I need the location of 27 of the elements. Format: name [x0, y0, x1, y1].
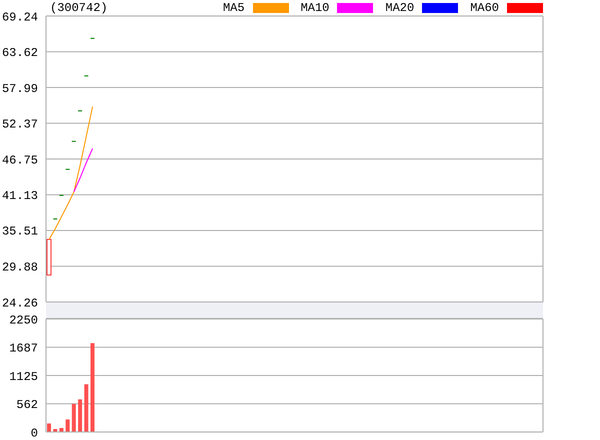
y-tick-label: 57.99: [2, 82, 38, 96]
legend-label: MA10: [300, 1, 330, 15]
y-tick-label: 41.13: [2, 188, 38, 203]
bar: [78, 399, 82, 432]
bar: [90, 343, 94, 432]
y-tick-label: 52.37: [2, 118, 38, 132]
y-tick-label: 29.88: [2, 260, 38, 275]
chart-title: (300742): [50, 1, 108, 15]
y-tick-label: 69.24: [2, 10, 38, 24]
legend-label: MA60: [470, 1, 499, 15]
bar: [66, 419, 70, 432]
y-tick-label: 2250: [9, 313, 38, 328]
bar: [84, 384, 88, 432]
legend-label: MA5: [222, 1, 245, 15]
y-tick-label: 35.51: [2, 224, 38, 239]
y-tick-label: 0: [30, 426, 38, 440]
bar: [72, 404, 76, 432]
y-tick-label: 562: [16, 398, 38, 412]
y-tick-label: 1687: [9, 342, 38, 356]
line-series: [73, 148, 94, 192]
bar: [47, 423, 51, 432]
y-tick-label: 1125: [9, 370, 38, 384]
y-tick-label: 24.26: [2, 296, 38, 310]
y-tick-label: 46.75: [2, 153, 38, 168]
y-tick-label: 63.62: [2, 46, 38, 60]
line-series: [48, 106, 94, 240]
legend-label: MA20: [385, 1, 414, 15]
